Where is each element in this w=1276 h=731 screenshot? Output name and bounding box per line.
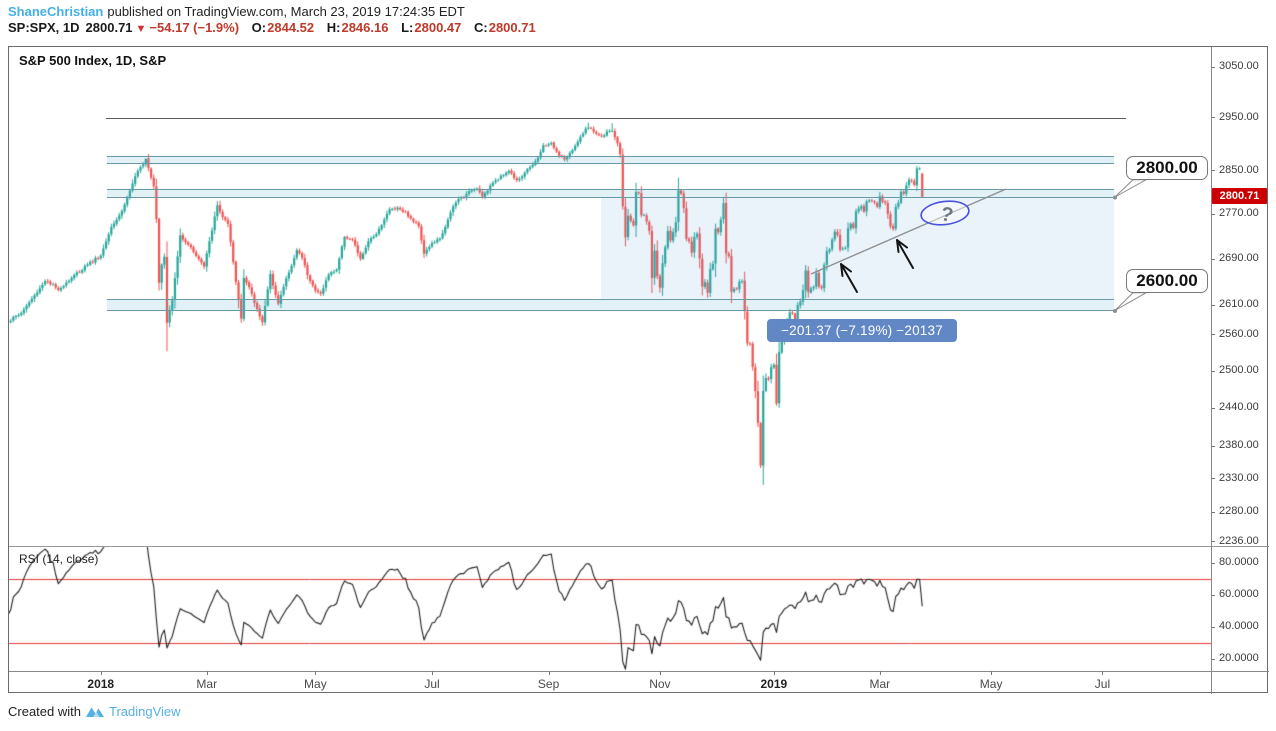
price-tick-label: 2950.00 [1219, 110, 1259, 123]
price-tick [1211, 258, 1215, 260]
price-tick [1211, 407, 1215, 409]
price-tick-label: 2770.00 [1219, 207, 1259, 220]
measure-label: −201.37 (−7.19%) −20137 [767, 319, 957, 342]
ohlc-high: H:2846.16 [326, 20, 389, 35]
last-price-tag: 2800.71 [1212, 188, 1267, 204]
level-line-2950 [106, 118, 1126, 119]
time-tick [773, 671, 775, 675]
symbol-title: SP:SPX, 1D [8, 20, 80, 35]
rsi-tick [1211, 658, 1215, 660]
time-tick [1102, 671, 1104, 675]
rsi-label: RSI (14, close) [19, 552, 99, 566]
rsi-tick-label: 40.0000 [1219, 620, 1259, 632]
time-tick-label: Jul [1094, 677, 1111, 691]
chart-frame: ? −201.37 (−7.19%) −20137 2800.00 2600.0… [8, 46, 1269, 694]
created-with-text: Created with [8, 704, 81, 719]
price-tick-label: 2560.00 [1219, 327, 1259, 340]
rsi-tick [1211, 562, 1215, 564]
price-tick-label: 2850.00 [1219, 163, 1259, 176]
time-tick [879, 671, 881, 675]
price-tick [1211, 334, 1215, 336]
time-tick-label: Sep [537, 677, 560, 691]
down-triangle-icon: ▼ [135, 23, 147, 35]
price-tick-label: 2500.00 [1219, 364, 1259, 377]
support-zone-2600 [107, 299, 1114, 311]
rsi-tick [1211, 626, 1215, 628]
publish-header: ShaneChristian published on TradingView.c… [8, 4, 465, 19]
highlight-box [601, 198, 1114, 299]
price-tick [1211, 478, 1215, 480]
time-tick-label: May [304, 677, 327, 691]
time-tick-label: 2019 [760, 677, 788, 691]
pane-divider [9, 546, 1269, 547]
time-tick [991, 671, 993, 675]
time-tick-label: Nov [649, 677, 671, 691]
price-tick-label: 2236.00 [1219, 534, 1259, 547]
time-axis-line [9, 671, 1269, 672]
price-tick [1211, 304, 1215, 306]
price-tick [1211, 66, 1215, 68]
resistance-zone-2800 [107, 189, 1114, 198]
time-tick [548, 671, 550, 675]
time-tick [315, 671, 317, 675]
time-tick [659, 671, 661, 675]
candlestick-canvas [9, 47, 1211, 694]
price-change: −54.17 (−1.9%) [149, 20, 240, 35]
time-tick [432, 671, 433, 675]
time-tick [100, 671, 102, 675]
price-tick-label: 2380.00 [1219, 439, 1259, 452]
price-callout-2800: 2800.00 [1126, 156, 1208, 180]
footer: Created with TradingView [8, 704, 181, 719]
symbol-header: SP:SPX, 1D 2800.71 ▼ −54.17 (−1.9%) O:2844.… [8, 20, 536, 35]
rsi-tick-label: 60.0000 [1219, 588, 1259, 600]
time-tick [206, 671, 208, 675]
last-price: 2800.71 [85, 20, 133, 35]
price-axis-line [1211, 47, 1212, 694]
price-tick [1211, 445, 1215, 447]
rsi-tick-label: 20.0000 [1219, 652, 1259, 664]
price-tick [1211, 511, 1215, 513]
price-tick-label: 2690.00 [1219, 252, 1259, 265]
publish-info: published on TradingView.com, March 23, … [107, 4, 465, 19]
time-tick-label: Mar [869, 677, 891, 691]
rsi-tick [1211, 594, 1215, 596]
price-tick [1211, 370, 1215, 372]
price-tick [1211, 117, 1215, 119]
price-callout-2600: 2600.00 [1126, 269, 1208, 293]
ohlc-open: O:2844.52 [251, 20, 315, 35]
price-tick [1211, 541, 1215, 543]
price-tick-label: 2330.00 [1219, 471, 1259, 484]
price-tick [1211, 213, 1215, 215]
resistance-zone-2870 [107, 156, 1114, 164]
time-tick-label: 2018 [87, 677, 115, 691]
price-tick [1211, 170, 1215, 172]
time-tick-label: Mar [196, 677, 218, 691]
author-link[interactable]: ShaneChristian [8, 4, 104, 19]
tradingview-brand-link[interactable]: TradingView [108, 704, 181, 719]
price-tick-label: 2610.00 [1219, 298, 1259, 311]
price-tick-label: 3050.00 [1219, 60, 1259, 72]
price-tick-label: 2440.00 [1219, 401, 1259, 414]
chart-title: S&P 500 Index, 1D, S&P [19, 53, 167, 68]
rsi-tick-label: 80.0000 [1219, 556, 1259, 568]
price-tick-label: 2280.00 [1219, 505, 1259, 518]
time-tick-label: Jul [424, 677, 440, 691]
tradingview-logo-icon[interactable] [85, 704, 105, 719]
ohlc-close: C:2800.71 [474, 20, 536, 35]
time-tick-label: May [979, 677, 1003, 691]
ohlc-low: L:2800.47 [401, 20, 462, 35]
